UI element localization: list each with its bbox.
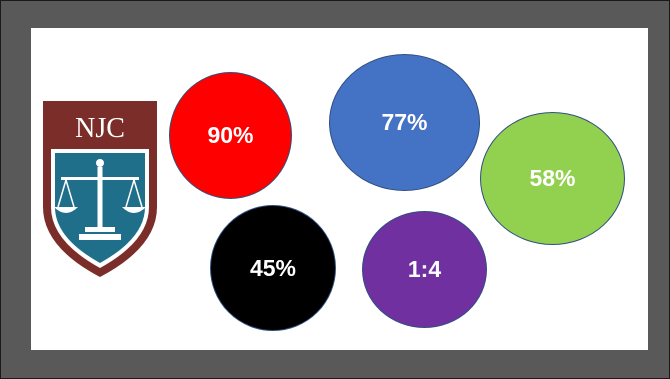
stat-label: 77% (381, 109, 428, 135)
stat-circle-blue: 77% (329, 54, 480, 191)
stat-label: 90% (207, 122, 254, 148)
stat-circle-black: 45% (210, 205, 336, 331)
stat-circle-green: 58% (480, 112, 625, 245)
logo-text: NJC (75, 113, 125, 144)
stat-label: 1:4 (407, 256, 442, 282)
stat-circle-red: 90% (169, 72, 292, 199)
stat-label: 58% (529, 165, 576, 191)
njc-logo: NJC (43, 101, 157, 277)
stat-circle-purple: 1:4 (362, 211, 487, 328)
scales-of-justice-icon (54, 159, 146, 240)
stat-label: 45% (249, 254, 297, 281)
